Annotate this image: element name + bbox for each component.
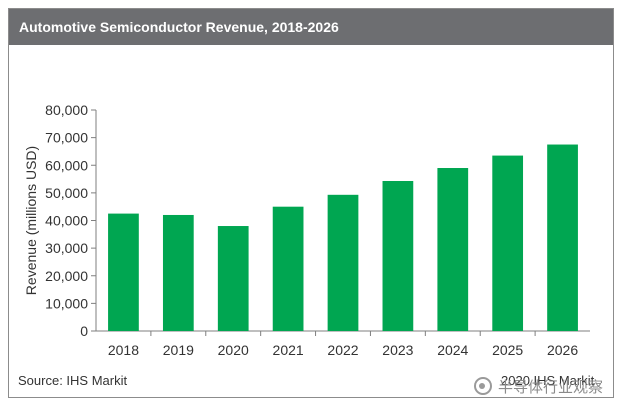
y-tick-label: 70,000 [45,130,88,146]
bar-2020 [217,226,249,331]
chart-title: Automotive Semiconductor Revenue, 2018-2… [9,9,613,45]
y-tick-label: 40,000 [45,213,88,229]
x-tick-label: 2023 [382,342,413,358]
bar-2025 [492,155,524,331]
x-tick-label: 2020 [218,342,249,358]
bar-2022 [327,194,359,331]
bar-2019 [162,214,194,331]
bar-2026 [547,144,578,331]
x-tick-label: 2019 [163,342,194,358]
x-tick-label: 2026 [547,342,578,358]
y-tick-label: 60,000 [45,157,88,173]
source-note: Source: IHS Markit [18,373,128,388]
y-tick-label: 10,000 [45,295,88,311]
wechat-icon [474,377,492,395]
bar-2018 [108,213,139,331]
y-tick-label: 20,000 [45,268,88,284]
y-tick-label: 0 [80,323,88,339]
bar-2021 [272,206,304,331]
x-tick-label: 2024 [437,342,468,358]
bar-2024 [437,168,469,331]
y-tick-label: 80,000 [45,102,88,118]
watermark-text: 半导体行业观察 [498,378,604,396]
x-tick-label: 2018 [108,342,139,358]
y-tick-label: 30,000 [45,240,88,256]
x-tick-label: 2025 [492,342,523,358]
x-tick-label: 2022 [327,342,358,358]
x-tick-label: 2021 [273,342,304,358]
y-axis-title: Revenue (millions USD) [23,146,39,295]
watermark: 半导体行业观察 [474,372,624,400]
y-tick-label: 50,000 [45,185,88,201]
bar-2023 [382,180,414,331]
copyright-note: 2020 IHS Markit [501,373,595,388]
